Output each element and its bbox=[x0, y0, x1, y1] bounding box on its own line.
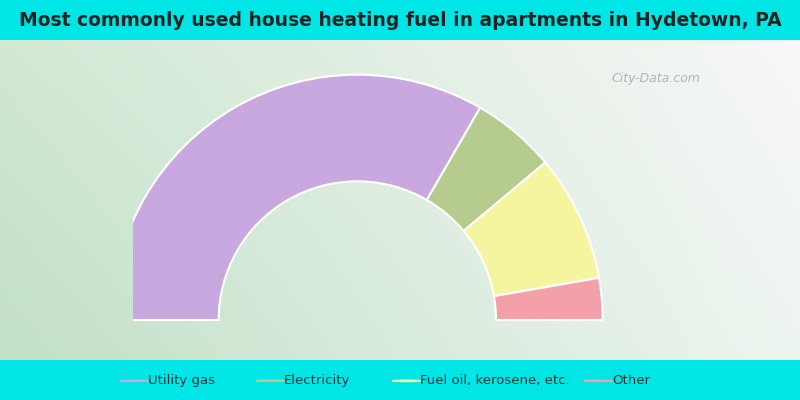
Text: Utility gas: Utility gas bbox=[148, 374, 215, 387]
Wedge shape bbox=[426, 108, 546, 231]
Text: Fuel oil, kerosene, etc.: Fuel oil, kerosene, etc. bbox=[420, 374, 570, 387]
Circle shape bbox=[584, 380, 613, 382]
Circle shape bbox=[392, 380, 421, 382]
Wedge shape bbox=[112, 75, 480, 320]
Text: City-Data.com: City-Data.com bbox=[611, 72, 701, 85]
Circle shape bbox=[256, 380, 285, 382]
Wedge shape bbox=[464, 162, 599, 296]
Circle shape bbox=[120, 380, 149, 382]
Text: Most commonly used house heating fuel in apartments in Hydetown, PA: Most commonly used house heating fuel in… bbox=[18, 11, 782, 30]
Text: Electricity: Electricity bbox=[284, 374, 350, 387]
Text: Other: Other bbox=[612, 374, 650, 387]
Wedge shape bbox=[494, 278, 602, 320]
